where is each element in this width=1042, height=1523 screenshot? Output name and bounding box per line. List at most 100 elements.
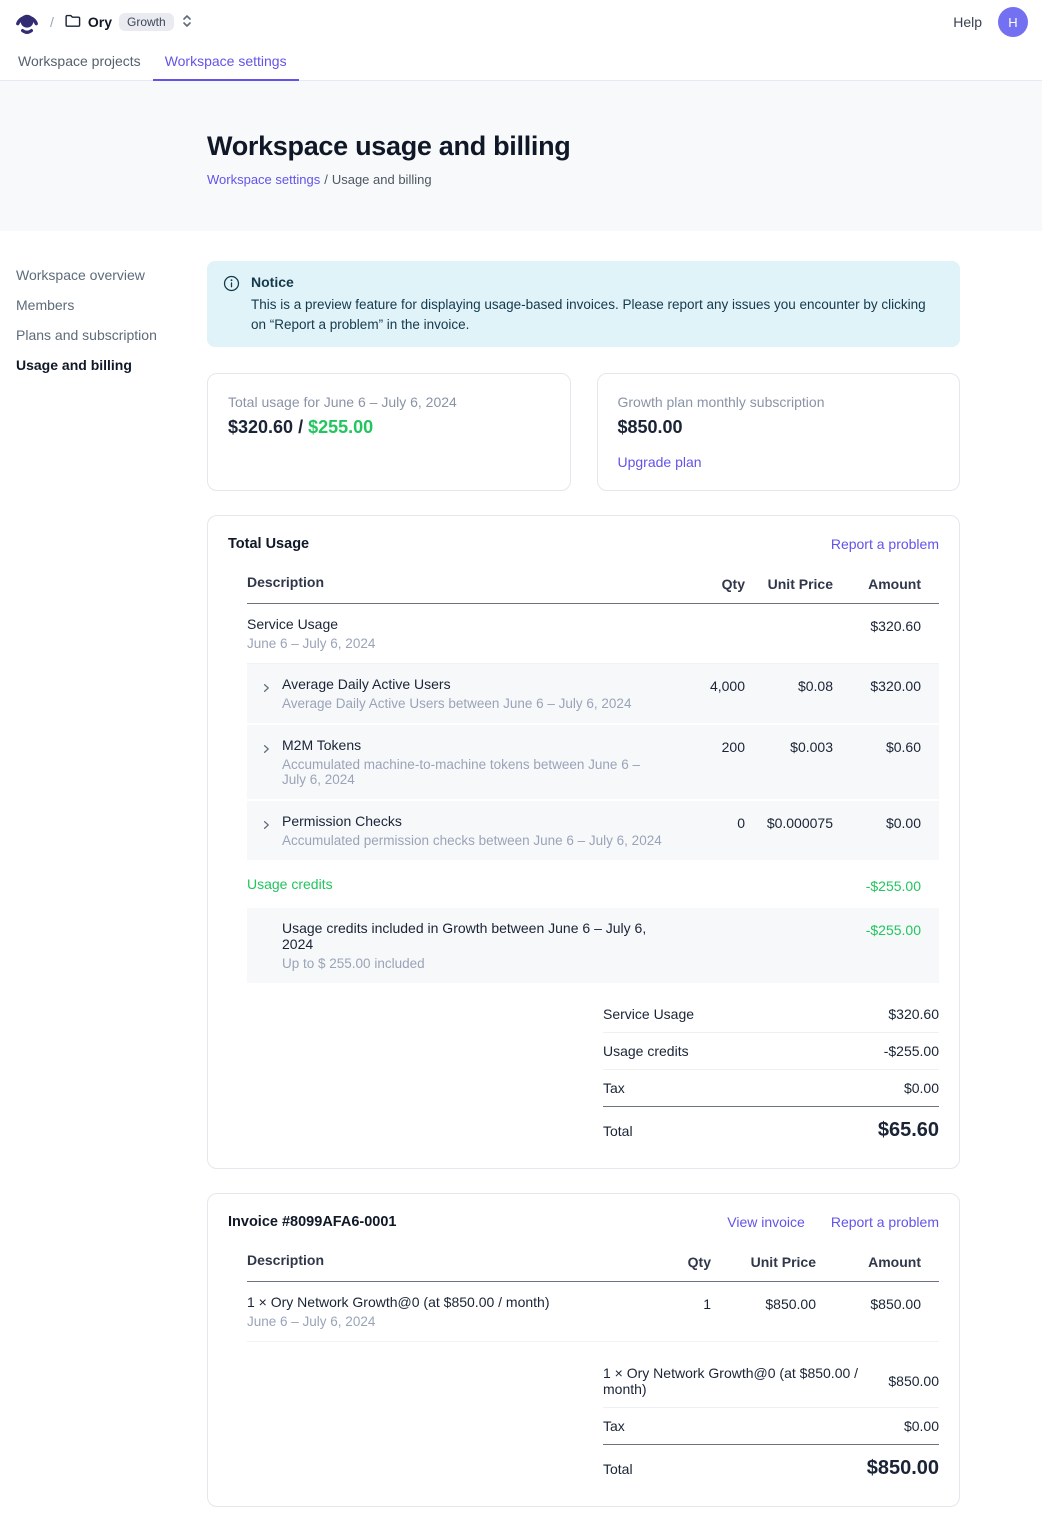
row-name: Usage credits included in Growth between… xyxy=(282,920,647,953)
table-row-usage-credits: Usage credits -$255.00 xyxy=(247,862,939,908)
preview-notice: Notice This is a preview feature for dis… xyxy=(207,261,960,348)
usage-summary: Service Usage $320.60 Usage credits -$25… xyxy=(603,996,939,1146)
breadcrumb-separator: / xyxy=(324,172,328,187)
chevron-right-icon[interactable] xyxy=(260,818,272,848)
table-row-usage-credits-included: Usage credits included in Growth between… xyxy=(247,908,939,984)
workspace-tabs: Workspace projects Workspace settings xyxy=(0,44,1042,81)
usage-report-problem-link[interactable]: Report a problem xyxy=(830,536,939,553)
summary-row-service-usage: Service Usage $320.60 xyxy=(603,996,939,1034)
row-name: Permission Checks xyxy=(282,813,402,830)
row-subtitle: Accumulated machine-to-machine tokens be… xyxy=(282,757,640,788)
row-unit-price: $0.000075 xyxy=(766,815,833,832)
notice-title: Notice xyxy=(251,274,294,290)
sidebar-item-workspace-overview[interactable]: Workspace overview xyxy=(16,267,145,283)
upgrade-plan-link[interactable]: Upgrade plan xyxy=(617,454,702,471)
row-name: Average Daily Active Users xyxy=(282,676,451,693)
row-qty: 4,000 xyxy=(709,678,745,695)
row-subtitle: June 6 – July 6, 2024 xyxy=(247,636,376,652)
view-invoice-link[interactable]: View invoice xyxy=(727,1214,805,1231)
invoice-table-header: Description Qty Unit Price Amount xyxy=(247,1252,939,1283)
page-header: Workspace usage and billing Workspace se… xyxy=(0,81,1042,231)
summary-total-label: Total xyxy=(603,1460,633,1477)
top-bar: / Ory Growth Help H xyxy=(0,0,1042,44)
summary-label: Service Usage xyxy=(603,1006,695,1023)
workspace-switcher[interactable]: Ory Growth xyxy=(64,12,193,32)
summary-label: Tax xyxy=(603,1418,625,1435)
row-name: Service Usage xyxy=(247,616,339,633)
col-qty: Qty xyxy=(721,576,745,593)
invoice-row-growth-plan: 1 × Ory Network Growth@0 (at $850.00 / m… xyxy=(247,1282,939,1343)
invoice-report-problem-link[interactable]: Report a problem xyxy=(830,1214,939,1231)
summary-label: 1 × Ory Network Growth@0 (at $850.00 / m… xyxy=(603,1365,859,1398)
summary-value: $0.00 xyxy=(903,1080,939,1097)
settings-sidebar: Workspace overview Members Plans and sub… xyxy=(16,261,207,1507)
row-qty: 200 xyxy=(721,739,745,756)
plan-card-value: $850.00 xyxy=(617,417,683,438)
table-row-service-usage: Service Usage June 6 – July 6, 2024 $320… xyxy=(247,604,939,665)
row-subtitle: Up to $ 255.00 included xyxy=(282,956,425,972)
usage-table: Description Qty Unit Price Amount Servic… xyxy=(247,574,939,984)
chevron-updown-icon xyxy=(181,14,193,31)
table-row-m2m-tokens[interactable]: M2M Tokens Accumulated machine-to-machin… xyxy=(247,725,939,800)
sidebar-item-usage-and-billing[interactable]: Usage and billing xyxy=(16,357,132,373)
col-unit-price: Unit Price xyxy=(767,576,833,593)
row-qty: 0 xyxy=(737,815,745,832)
row-qty: 1 xyxy=(703,1296,711,1313)
summary-total-value: $850.00 xyxy=(866,1457,939,1480)
summary-row-total: Total $65.60 xyxy=(603,1107,939,1146)
table-row-average-daily-active-users[interactable]: Average Daily Active Users Average Daily… xyxy=(247,664,939,724)
row-subtitle: Accumulated permission checks between Ju… xyxy=(282,833,662,849)
sidebar-item-members[interactable]: Members xyxy=(16,297,75,313)
col-description: Description xyxy=(247,1252,325,1269)
summary-value: $320.60 xyxy=(888,1006,939,1023)
col-amount: Amount xyxy=(868,1254,921,1271)
tab-workspace-settings[interactable]: Workspace settings xyxy=(152,44,299,81)
usage-amount: $320.60 xyxy=(228,417,294,438)
help-link[interactable]: Help xyxy=(953,14,982,30)
row-amount: $320.60 xyxy=(870,618,921,635)
summary-total-label: Total xyxy=(603,1122,633,1139)
summary-value: -$255.00 xyxy=(883,1043,939,1060)
row-unit-price: $850.00 xyxy=(765,1296,816,1313)
breadcrumb-current: Usage and billing xyxy=(331,172,432,187)
user-avatar[interactable]: H xyxy=(998,7,1028,37)
col-unit-price: Unit Price xyxy=(750,1254,816,1271)
notice-body: This is a preview feature for displaying… xyxy=(251,297,926,332)
invoice-summary: 1 × Ory Network Growth@0 (at $850.00 / m… xyxy=(603,1355,939,1484)
folder-icon xyxy=(64,12,81,32)
col-qty: Qty xyxy=(687,1254,711,1271)
chevron-right-icon[interactable] xyxy=(260,742,272,787)
ory-logo-icon[interactable] xyxy=(14,9,40,35)
row-amount: $0.00 xyxy=(885,815,921,832)
row-name: M2M Tokens xyxy=(282,737,362,754)
plan-subscription-card: Growth plan monthly subscription $850.00… xyxy=(596,373,960,492)
summary-label: Usage credits xyxy=(603,1043,689,1060)
sidebar-item-plans-and-subscription[interactable]: Plans and subscription xyxy=(16,327,157,343)
summary-value: $0.00 xyxy=(903,1418,939,1435)
total-usage-card-label: Total usage for June 6 – July 6, 2024 xyxy=(228,394,457,411)
usage-separator: / xyxy=(293,417,309,438)
col-amount: Amount xyxy=(868,576,921,593)
row-amount: $0.60 xyxy=(885,739,921,756)
usage-table-header: Description Qty Unit Price Amount xyxy=(247,574,939,605)
summary-row-total: Total $850.00 xyxy=(603,1445,939,1484)
tab-workspace-projects[interactable]: Workspace projects xyxy=(18,53,141,69)
plan-badge: Growth xyxy=(119,13,174,31)
summary-row-tax: Tax $0.00 xyxy=(603,1070,939,1108)
row-unit-price: $0.08 xyxy=(797,678,833,695)
row-amount: -$255.00 xyxy=(865,922,921,939)
breadcrumb-workspace-settings-link[interactable]: Workspace settings xyxy=(207,172,321,187)
row-subtitle: June 6 – July 6, 2024 xyxy=(247,1314,376,1330)
summary-label: Tax xyxy=(603,1080,625,1097)
invoice-table: Description Qty Unit Price Amount 1 × Or… xyxy=(247,1252,939,1343)
summary-value: $850.00 xyxy=(888,1373,939,1390)
chevron-right-icon[interactable] xyxy=(260,681,272,711)
summary-row-plan-line: 1 × Ory Network Growth@0 (at $850.00 / m… xyxy=(603,1355,939,1409)
summary-row-tax: Tax $0.00 xyxy=(603,1408,939,1446)
usage-credit-amount: $255.00 xyxy=(308,417,374,438)
breadcrumb: Workspace settings / Usage and billing xyxy=(207,172,1026,187)
summary-total-value: $65.60 xyxy=(877,1119,939,1142)
invoice-panel: Invoice #8099AFA6-0001 View invoice Repo… xyxy=(207,1193,960,1508)
table-row-permission-checks[interactable]: Permission Checks Accumulated permission… xyxy=(247,801,939,861)
row-amount: -$255.00 xyxy=(865,878,921,895)
